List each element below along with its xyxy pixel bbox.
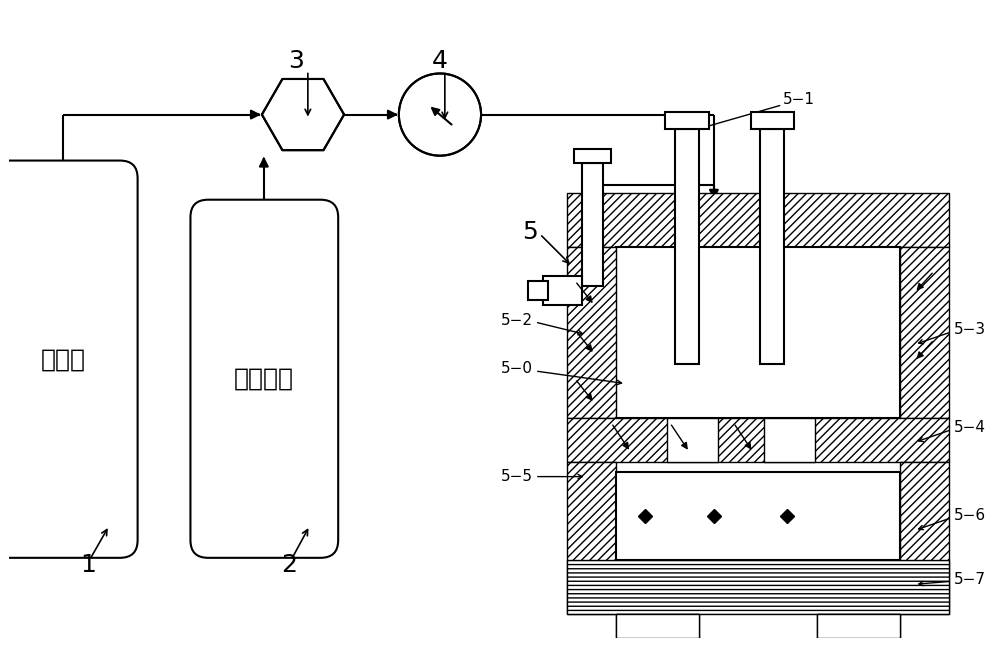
Bar bbox=[567, 418, 949, 462]
Text: 5: 5 bbox=[522, 220, 538, 244]
Bar bbox=[667, 418, 718, 462]
Text: 5−0: 5−0 bbox=[501, 361, 533, 377]
Text: 聚能剂: 聚能剂 bbox=[41, 347, 86, 371]
Bar bbox=[528, 281, 548, 301]
Bar bbox=[574, 149, 611, 163]
Text: 3: 3 bbox=[288, 49, 304, 73]
Text: 5−6: 5−6 bbox=[954, 508, 986, 523]
Bar bbox=[764, 418, 815, 462]
Bar bbox=[582, 163, 603, 286]
Bar bbox=[760, 129, 784, 364]
Text: 5−7: 5−7 bbox=[954, 572, 986, 587]
Bar bbox=[567, 246, 616, 418]
Text: 二氧化碳: 二氧化碳 bbox=[234, 367, 294, 391]
Text: 4: 4 bbox=[432, 49, 448, 73]
Text: 2: 2 bbox=[281, 553, 297, 577]
Text: 1: 1 bbox=[80, 553, 96, 577]
Polygon shape bbox=[399, 74, 481, 155]
Bar bbox=[817, 613, 900, 645]
Bar bbox=[616, 613, 699, 645]
Bar bbox=[900, 462, 949, 613]
Polygon shape bbox=[262, 79, 344, 150]
Bar bbox=[543, 276, 582, 305]
Bar bbox=[817, 613, 900, 638]
Bar bbox=[675, 129, 699, 364]
Bar bbox=[567, 193, 949, 246]
Bar bbox=[616, 246, 900, 418]
Text: 5−1: 5−1 bbox=[782, 92, 814, 108]
Bar bbox=[567, 560, 949, 613]
Bar bbox=[567, 462, 616, 613]
Text: 5−4: 5−4 bbox=[954, 420, 986, 435]
Bar bbox=[665, 112, 709, 129]
Text: 5−2: 5−2 bbox=[501, 313, 533, 328]
Text: 5−3: 5−3 bbox=[954, 322, 986, 337]
Bar bbox=[616, 471, 900, 560]
Bar bbox=[751, 112, 794, 129]
FancyBboxPatch shape bbox=[190, 200, 338, 558]
FancyBboxPatch shape bbox=[0, 161, 138, 558]
Bar bbox=[900, 246, 949, 418]
Text: 5−5: 5−5 bbox=[501, 469, 533, 484]
Bar bbox=[616, 613, 699, 638]
